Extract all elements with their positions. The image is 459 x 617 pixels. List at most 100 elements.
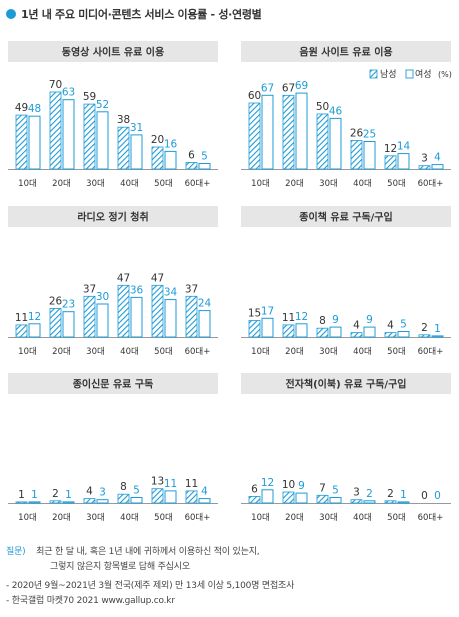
bar-female — [62, 501, 75, 504]
x-tick-label: 20대 — [52, 513, 71, 523]
bar-female — [96, 303, 109, 338]
x-tick-label: 40대 — [353, 179, 372, 189]
data-label-female: 12 — [295, 311, 308, 323]
bar-female — [261, 94, 274, 170]
x-tick-label: 10대 — [251, 179, 270, 189]
bar-female — [261, 489, 274, 504]
data-label-female: 4 — [434, 152, 441, 164]
x-tick-label: 40대 — [353, 347, 372, 357]
legend: 남성 여성 (%) — [369, 68, 452, 80]
question-label: 질문) — [6, 547, 26, 557]
data-label-female: 36 — [130, 284, 144, 296]
bar-male — [316, 494, 329, 504]
data-label-male: 37 — [185, 283, 198, 295]
x-tick-label: 30대 — [319, 513, 338, 523]
bar-female — [198, 498, 211, 504]
data-label-female: 25 — [363, 129, 376, 141]
bar-female — [431, 335, 444, 338]
bar-female — [295, 492, 308, 504]
bar-female — [96, 111, 109, 170]
bar-female — [329, 497, 342, 504]
chart-title: 음원 사이트 유료 이용 — [299, 46, 392, 59]
data-label-male: 67 — [282, 82, 295, 94]
data-label-male: 4 — [387, 320, 394, 332]
x-tick-label: 60대+ — [418, 513, 444, 523]
charts-area: 남성 여성 (%) 동영상 사이트 유료 이용 49 48 10대 70 63 20대 59 5… — [8, 41, 452, 523]
data-label-male: 7 — [319, 482, 326, 494]
chart-title-box — [8, 41, 218, 62]
data-label-male: 4 — [353, 320, 360, 332]
data-label-male: 8 — [120, 481, 127, 493]
bar-male — [248, 320, 261, 338]
data-label-male: 50 — [316, 101, 329, 113]
bar-female — [62, 311, 75, 338]
data-label-female: 63 — [62, 87, 75, 99]
data-label-male: 49 — [15, 102, 28, 114]
legend-male-swatch — [369, 69, 378, 79]
data-label-male: 10 — [282, 479, 295, 491]
bar-female — [130, 497, 143, 504]
x-tick-label: 60대+ — [418, 179, 444, 189]
bar-female — [397, 153, 410, 170]
x-tick-label: 60대+ — [185, 347, 211, 357]
bar-female — [198, 310, 211, 338]
data-label-male: 60 — [248, 90, 261, 102]
bar-female — [261, 317, 274, 338]
x-tick-label: 50대 — [154, 513, 173, 523]
bar-male — [350, 499, 363, 504]
data-label-male: 12 — [384, 143, 397, 155]
x-tick-label: 40대 — [353, 513, 372, 523]
data-label-female: 12 — [261, 477, 274, 489]
x-tick-label: 50대 — [154, 179, 173, 189]
x-tick-label: 30대 — [86, 513, 105, 523]
data-label-male: 6 — [251, 483, 258, 495]
bar-male — [151, 284, 164, 338]
data-label-female: 14 — [397, 141, 411, 153]
data-label-female: 9 — [366, 314, 373, 326]
data-label-male: 15 — [248, 308, 261, 320]
data-label-male: 8 — [319, 315, 326, 327]
bar-female — [329, 326, 342, 338]
data-label-female: 31 — [130, 122, 143, 134]
bar-female — [164, 490, 177, 504]
bar-female — [28, 115, 41, 170]
bar-female — [295, 323, 308, 338]
x-tick-label: 60대+ — [185, 179, 211, 189]
x-tick-label: 30대 — [319, 179, 338, 189]
data-label-female: 1 — [400, 489, 407, 501]
chart-title-box — [241, 373, 451, 394]
bar-male — [83, 295, 96, 338]
bar-female — [397, 331, 410, 338]
bar-male — [384, 500, 397, 504]
data-label-female: 0 — [434, 490, 441, 502]
chart-title: 동영상 사이트 유료 이용 — [62, 46, 164, 59]
bar-male — [117, 284, 130, 338]
x-tick-label: 40대 — [120, 179, 139, 189]
data-label-male: 3 — [421, 153, 428, 165]
bar-male — [350, 139, 363, 170]
data-label-female: 16 — [164, 138, 178, 150]
data-label-female: 11 — [164, 478, 177, 490]
source-note: - 한국갤럽 마켓70 2021 www.gallup.co.kr — [6, 596, 175, 606]
question-line1: 최근 한 달 내, 혹은 1년 내에 귀하께서 이용하신 적이 있는지, — [36, 547, 260, 557]
bar-male — [117, 493, 130, 504]
data-label-male: 11 — [185, 478, 198, 490]
data-label-male: 11 — [15, 312, 28, 324]
bar-male — [83, 103, 96, 170]
data-label-female: 9 — [298, 480, 305, 492]
legend-female-label: 여성 — [415, 68, 432, 80]
bar-female — [431, 164, 444, 170]
bar-female — [96, 499, 109, 504]
legend-female-swatch — [405, 69, 414, 79]
bar-female — [363, 500, 376, 504]
bar-female — [363, 326, 376, 338]
bullet-dot-icon — [6, 9, 16, 19]
data-label-female: 12 — [28, 311, 41, 323]
legend-unit: (%) — [438, 70, 452, 79]
question-line2: 그렇지 않은지 항목별로 답해 주십시오 — [50, 562, 190, 572]
x-tick-label: 20대 — [285, 513, 304, 523]
data-label-male: 2 — [52, 488, 59, 500]
survey-note: - 2020년 9월~2021년 3월 전국(제주 제외) 만 13세 이상 5… — [6, 581, 295, 591]
